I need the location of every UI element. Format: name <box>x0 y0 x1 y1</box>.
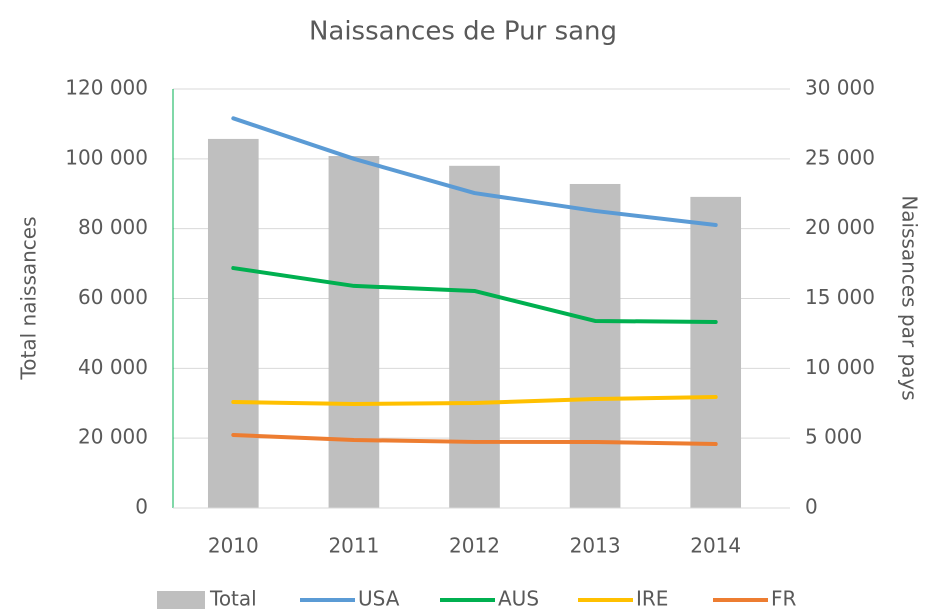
y2-tick-label: 10 000 <box>805 355 875 379</box>
y2-tick-label: 0 <box>805 495 818 519</box>
y2-tick-label: 30 000 <box>805 76 875 100</box>
y-tick-label: 120 000 <box>65 76 148 100</box>
y-tick-label: 0 <box>135 495 148 519</box>
y-tick-label: 20 000 <box>78 425 148 449</box>
y-tick-label: 60 000 <box>78 285 148 309</box>
bar <box>449 165 500 509</box>
legend-label: USA <box>358 587 400 611</box>
y2-tick-label: 5 000 <box>805 425 862 449</box>
x-tick-label: 2012 <box>449 534 500 558</box>
legend-label: Total <box>209 587 257 611</box>
y-tick-label: 80 000 <box>78 215 148 239</box>
legend-swatch <box>157 591 205 609</box>
bar <box>690 196 742 508</box>
x-tick-label: 2011 <box>328 534 379 558</box>
line <box>231 266 718 324</box>
y-tick-label: 40 000 <box>78 355 148 379</box>
legend-label: FR <box>771 587 797 611</box>
y2-tick-label: 15 000 <box>805 285 875 309</box>
bar <box>569 183 621 508</box>
y2-tick-label: 25 000 <box>805 145 875 169</box>
x-tick-label: 2010 <box>208 534 259 558</box>
y-tick-label: 100 000 <box>65 145 148 169</box>
legend-label: IRE <box>636 587 668 611</box>
line <box>231 432 718 447</box>
y-axis-title: Total naissances <box>17 216 41 380</box>
bar <box>207 138 259 508</box>
chart-title: Naissances de Pur sang <box>309 17 617 47</box>
line <box>231 116 718 228</box>
bar <box>328 156 380 509</box>
x-tick-label: 2013 <box>570 534 621 558</box>
x-tick-label: 2014 <box>690 534 741 558</box>
line <box>231 394 718 406</box>
y2-tick-label: 20 000 <box>805 215 875 239</box>
legend-label: AUS <box>498 587 539 611</box>
y2-axis-title: Naissances par pays <box>898 195 922 400</box>
